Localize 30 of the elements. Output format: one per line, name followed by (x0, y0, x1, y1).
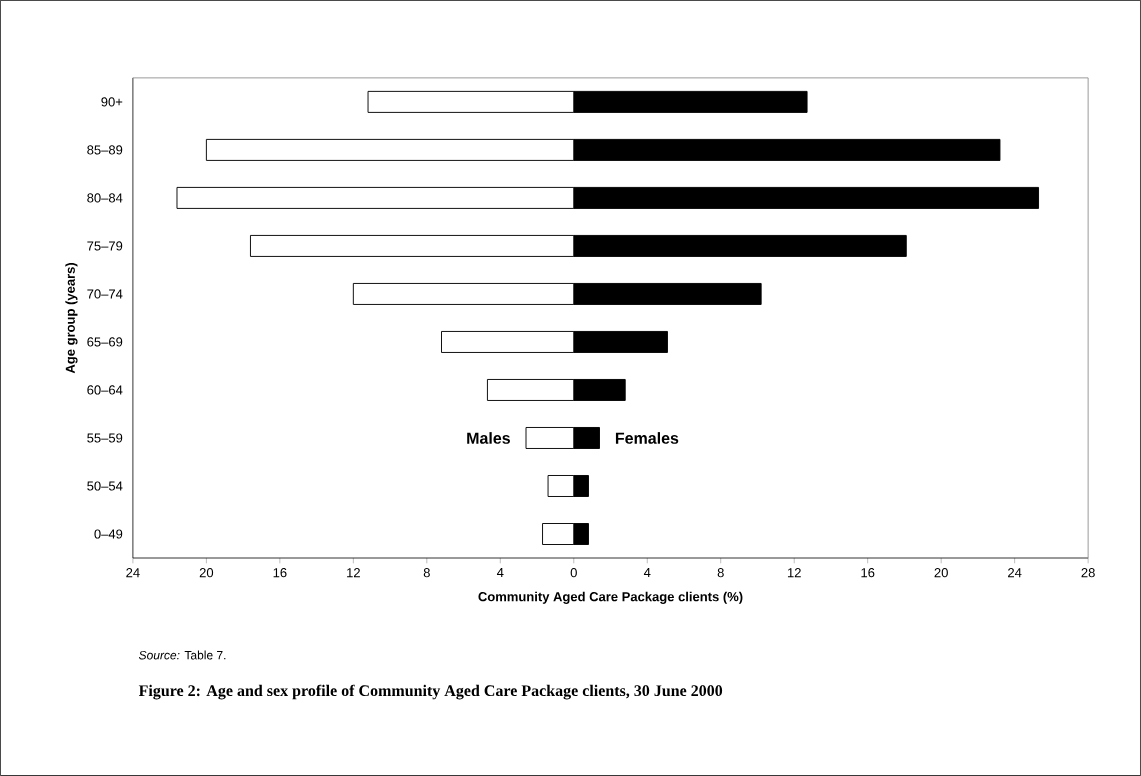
x-axis-title: Community Aged Care Package clients (%) (478, 591, 743, 604)
y-tick-label: 55–59 (87, 433, 123, 443)
series-label: Females (615, 432, 679, 444)
x-tick-label: 24 (126, 568, 140, 578)
y-tick-label: 65–69 (87, 337, 123, 347)
y-tick-label: 80–84 (87, 193, 123, 203)
text: Figure 2: Age and sex profile of Community Aged Care Package clients, 30 June 2000 (138, 684, 723, 700)
x-tick-label: 12 (347, 568, 360, 578)
x-tick-label: 12 (787, 568, 801, 578)
x-tick-label: 16 (861, 568, 875, 578)
x-tick-label: 24 (1008, 568, 1022, 578)
series-label: Males (467, 432, 510, 444)
y-tick-label: 90+ (101, 97, 123, 107)
text: Source: Table 7. (138, 650, 226, 660)
x-tick-label: 4 (496, 568, 504, 578)
x-tick-label: 8 (717, 568, 724, 578)
y-tick-label: 50–54 (87, 481, 123, 491)
y-tick-label: 85–89 (87, 145, 123, 155)
x-tick-label: 4 (643, 568, 651, 578)
x-tick-label: 20 (934, 568, 948, 578)
x-tick-label: 20 (199, 568, 214, 578)
x-tick-label: 0 (570, 568, 577, 578)
y-axis-title: Age group (years) (65, 263, 78, 374)
y-tick-label: 60–64 (87, 385, 123, 395)
x-tick-label: 16 (273, 568, 287, 578)
x-tick-label: 8 (423, 568, 430, 578)
y-tick-label: 0–49 (94, 529, 123, 539)
y-tick-label: 70–74 (87, 289, 123, 299)
x-tick-label: 28 (1081, 568, 1095, 578)
y-tick-label: 75–79 (87, 241, 123, 251)
